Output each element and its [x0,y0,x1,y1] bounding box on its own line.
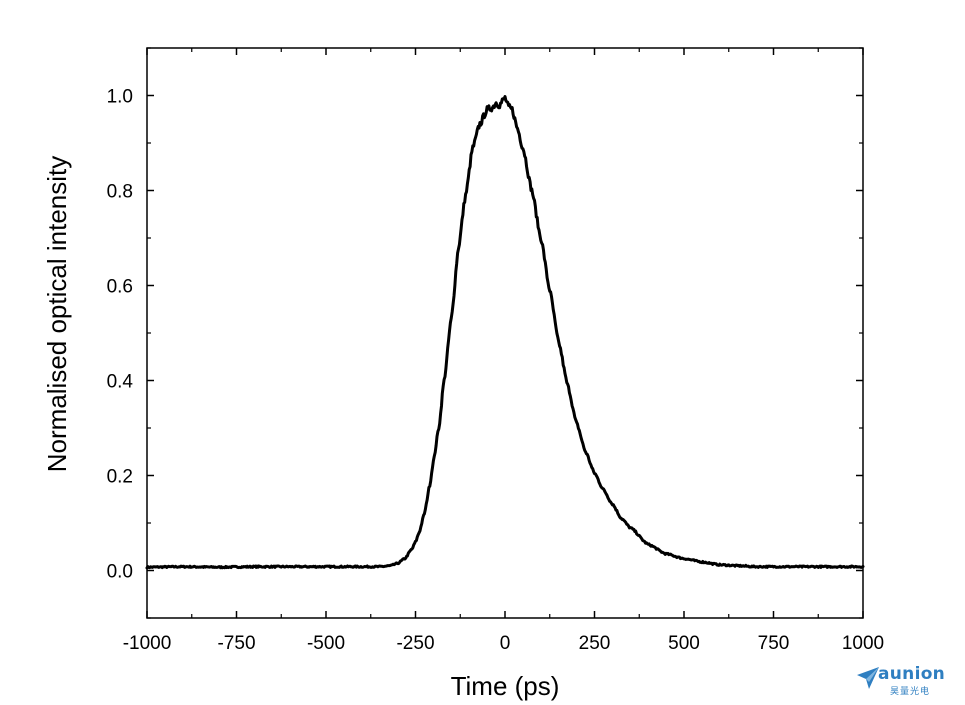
y-axis-tick-labels: 0.0 0.2 0.4 0.6 0.8 1.0 [107,87,134,583]
brand-logo: aunion 昊量光电 [856,662,961,702]
y-tick-label: 0.8 [107,182,133,203]
x-axis-title: Time (ps) [451,671,560,701]
x-tick-label: -500 [307,633,345,654]
y-tick-label: 0.4 [107,372,134,393]
paper-plane-icon [857,667,879,689]
x-tick-label: -750 [217,633,255,654]
x-tick-label: 1000 [842,633,884,654]
x-axis-tick-labels: -1000 -750 -500 -250 0 250 500 750 1000 [123,633,884,654]
logo-subtitle-text: 昊量光电 [890,687,931,697]
y-tick-label: 0.6 [107,277,133,298]
x-tick-label: 0 [500,633,511,654]
series-line [145,95,865,570]
y-axis-title: Normalised optical intensity [42,156,72,472]
logo-brand-text: aunion [878,664,946,684]
x-tick-label: 750 [758,633,790,654]
y-tick-label: 1.0 [107,87,133,108]
y-tick-label: 0.0 [107,562,133,583]
x-tick-label: 250 [579,633,611,654]
x-tick-label: -250 [396,633,434,654]
y-axis-ticks [147,47,863,619]
plot-frame [146,47,864,619]
x-tick-label: -1000 [123,633,172,654]
y-tick-label: 0.2 [107,467,133,488]
x-axis-ticks [146,48,864,618]
x-tick-label: 500 [668,633,700,654]
